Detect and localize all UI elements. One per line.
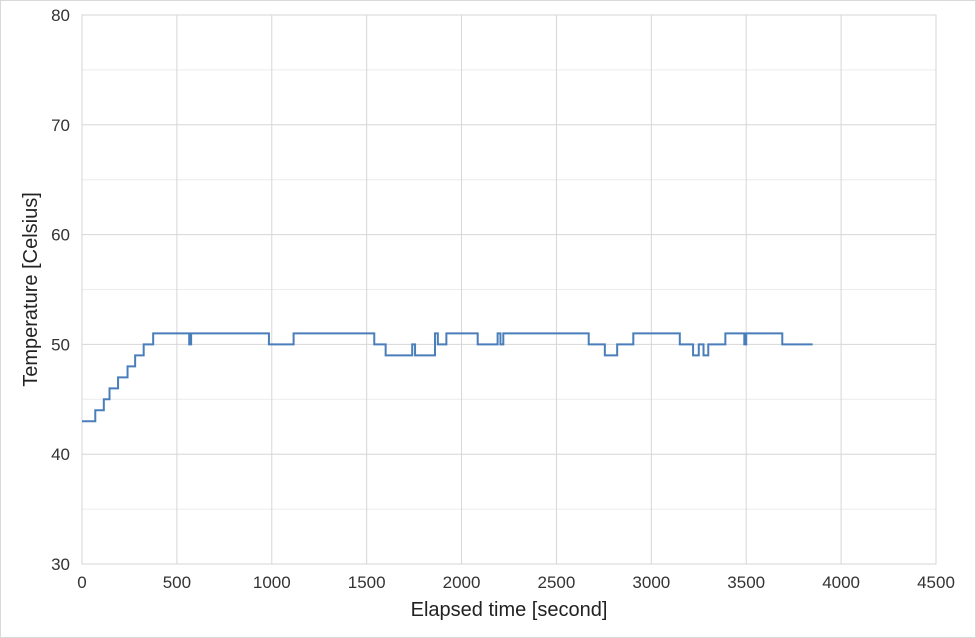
x-tick-label: 500 — [163, 573, 191, 592]
x-tick-label: 0 — [77, 573, 86, 592]
y-tick-label: 80 — [51, 6, 70, 25]
y-tick-label: 40 — [51, 445, 70, 464]
x-tick-label: 3000 — [632, 573, 670, 592]
x-tick-label: 4500 — [917, 573, 955, 592]
y-axis-ticks: 30 40 50 60 70 80 — [51, 6, 70, 574]
temperature-series-line — [82, 332, 813, 423]
y-tick-label: 60 — [51, 226, 70, 245]
y-tick-label: 70 — [51, 116, 70, 135]
y-tick-label: 50 — [51, 335, 70, 354]
x-tick-label: 3500 — [727, 573, 765, 592]
x-tick-label: 1500 — [348, 573, 386, 592]
x-axis-title: Elapsed time [second] — [411, 599, 608, 621]
x-tick-label: 4000 — [822, 573, 860, 592]
plot-area — [81, 14, 937, 565]
series-layer — [82, 332, 813, 423]
x-axis-ticks: 0 500 1000 1500 2000 2500 3000 3500 4000 4500 — [77, 573, 955, 592]
x-tick-label: 1000 — [253, 573, 291, 592]
y-axis-title: Temperature [Celsius] — [20, 192, 42, 387]
minor-gridlines — [82, 69, 936, 510]
y-tick-label: 30 — [51, 555, 70, 574]
x-tick-label: 2000 — [443, 573, 481, 592]
x-tick-label: 2500 — [538, 573, 576, 592]
